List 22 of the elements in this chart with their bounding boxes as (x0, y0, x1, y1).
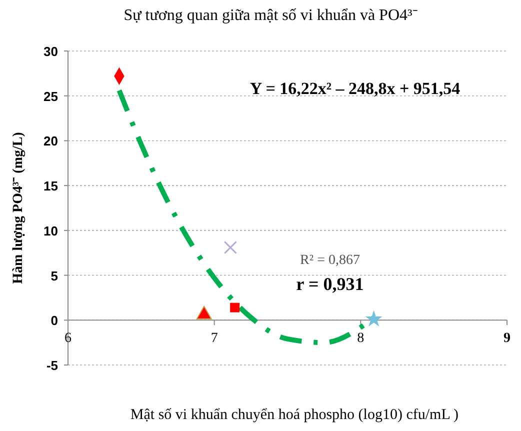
x-tick-label: 8 (357, 331, 364, 346)
x-axis-title: Mật số vi khuẩn chuyển hoá phospho (log10) cfu/mL ) (130, 407, 459, 423)
y-axis-title: Hàm lượng PO4³⁻ (mg/L) (11, 132, 26, 284)
y-tick-label: 10 (44, 223, 58, 238)
point (230, 302, 240, 312)
point (196, 306, 212, 320)
y-tick-label: 20 (44, 134, 58, 149)
point (365, 310, 382, 326)
y-tick-label: -5 (46, 358, 58, 373)
y-tick-label: 0 (50, 313, 58, 328)
y-tick-label: 30 (44, 44, 58, 59)
y-tick-label: 5 (50, 268, 58, 284)
x-tick-label: 6 (64, 331, 72, 346)
x-tick-label: 7 (210, 331, 218, 346)
annotation: Y = 16,22x² – 248,8x + 951,54 (250, 79, 461, 98)
annotation: R² = 0,867 (300, 253, 360, 268)
y-tick-label: 15 (44, 178, 58, 194)
point (224, 240, 237, 254)
chart-title: Sự tương quan giữa mật số vi khuẩn và PO4³⁻ (124, 7, 418, 24)
annotation: r = 0,931 (296, 274, 364, 294)
x-tick-label: 9 (504, 331, 510, 346)
y-tick-label: 25 (44, 88, 58, 104)
